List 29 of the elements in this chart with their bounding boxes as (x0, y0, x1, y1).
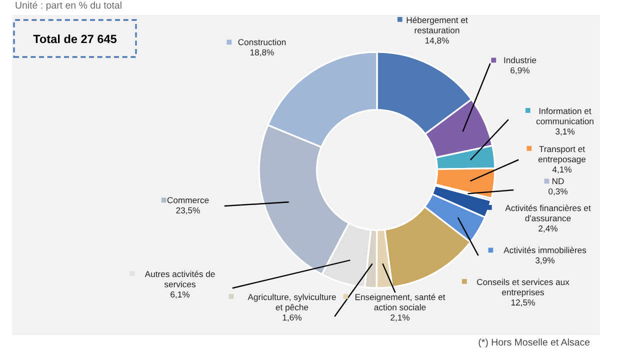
legend-label: Information et communication (536, 108, 594, 124)
data-label: 23,5% (176, 207, 200, 214)
legend-label: Activités financières et d'assurance (505, 204, 591, 222)
data-label: 2,4% (538, 225, 558, 233)
legend-label: ND (552, 178, 564, 184)
legend-label: Hébergement et restauration (406, 16, 468, 34)
data-label: 18,8% (250, 49, 274, 56)
legend-label: Autres activités de services (144, 270, 215, 288)
data-label: 0,3% (548, 188, 568, 196)
data-label: 12,5% (511, 299, 535, 307)
legend-label: Conseils et services aux entreprises (477, 278, 570, 298)
data-label: 3,9% (536, 257, 555, 264)
text: Unité : part en % du total (16, 1, 122, 11)
legend-label: Construction (238, 38, 286, 46)
data-label: 6,1% (170, 291, 190, 299)
data-label: 3,1% (556, 128, 575, 136)
legend-label: Transport et entreposage (538, 146, 586, 164)
data-label: 4,1% (552, 166, 572, 174)
text: (*) Hors Moselle et Alsace (478, 338, 590, 348)
data-label: 1,6% (282, 314, 302, 322)
data-label: 6,9% (510, 67, 530, 74)
text: Total de 27 645 (33, 34, 117, 44)
data-label: 14,8% (425, 37, 449, 45)
legend-label: Commerce (167, 197, 209, 204)
legend-label: Enseignement, santé et action sociale (355, 294, 446, 310)
legend-label: Agriculture, sylviculture et pêche (248, 294, 336, 312)
legend-label: Industrie (504, 56, 536, 64)
legend-label: Activités immobilières (504, 246, 586, 254)
data-label: 2,1% (390, 314, 410, 322)
